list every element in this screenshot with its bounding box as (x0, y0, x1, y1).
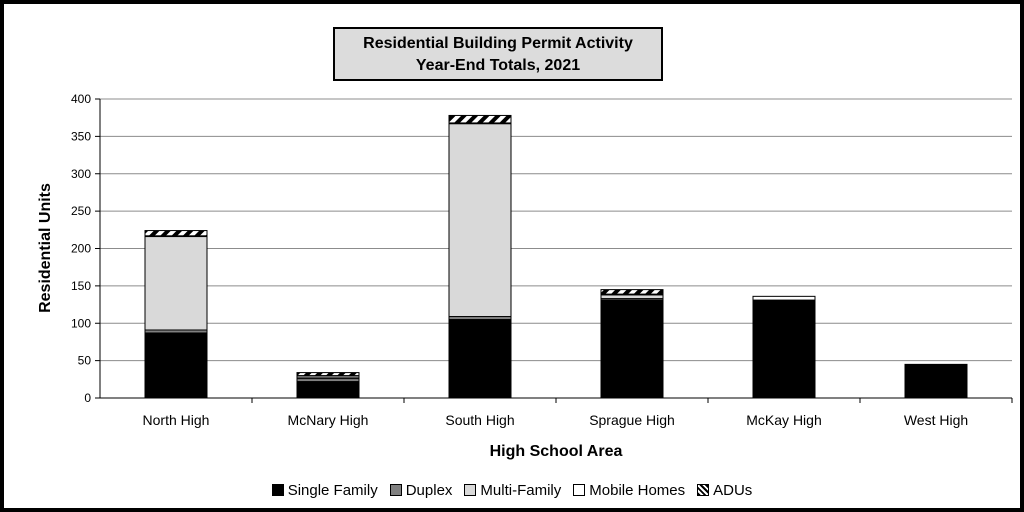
bars (144, 114, 968, 399)
x-category-label: North High (143, 412, 210, 428)
legend-label: Mobile Homes (589, 482, 686, 499)
legend-swatch (573, 484, 586, 496)
legend-item: Mobile Homes (573, 482, 685, 499)
bar-segment-single-family (752, 299, 816, 399)
bar-segment-mobile-homes (752, 295, 816, 301)
legend: Single Family Duplex Multi-Family Mobile Ho… (0, 482, 1024, 499)
x-axis-title: High School Area (490, 443, 623, 460)
gridlines (100, 98, 1012, 399)
chart-subtitle: Year-End Totals, 2021 (415, 57, 581, 74)
legend-label: Duplex (405, 482, 453, 499)
y-tick-label: 300 (71, 167, 91, 181)
x-category-label: McNary High (288, 412, 369, 428)
y-tick-label: 100 (71, 316, 91, 330)
y-tick-label: 150 (71, 279, 91, 293)
legend-swatch (271, 484, 284, 496)
bar-segment-single-family (144, 332, 208, 399)
x-category-label: McKay High (746, 412, 821, 428)
y-tick-label: 350 (71, 129, 91, 143)
legend-label: ADUs (713, 482, 753, 499)
bar-segment-single-family (600, 299, 664, 399)
legend-item: Multi-Family (464, 482, 561, 499)
legend-swatch (464, 484, 477, 496)
bar-segment-adus (296, 372, 360, 377)
legend-label: Multi-Family (480, 482, 562, 499)
legend-item: Duplex (389, 482, 453, 499)
bar-segment-single-family (448, 319, 512, 399)
chart-title: Residential Building Permit Activity (363, 35, 633, 52)
x-category-label: West High (904, 412, 968, 428)
legend-swatch (697, 484, 710, 496)
legend-swatch (389, 484, 402, 496)
y-tick-label: 200 (71, 242, 91, 256)
bar-segment-multi-family (600, 294, 664, 300)
bar-segment-multi-family (448, 123, 512, 318)
y-tick-label: 250 (71, 204, 91, 218)
x-category-label: Sprague High (589, 412, 675, 428)
chart-title-box: Residential Building Permit Activity Yea… (333, 27, 663, 81)
bar-segment-adus (448, 114, 512, 124)
y-tick-label: 0 (84, 391, 91, 405)
bar-segment-adus (144, 230, 208, 237)
legend-item: Single Family (271, 482, 378, 499)
bar-segment-mobile-homes (904, 363, 968, 366)
legend-label: Single Family (287, 482, 378, 499)
axes: 0 50 100 150 200 250 300 350 400 North High McNary… (71, 92, 1013, 428)
bar-segment-adus (600, 289, 664, 295)
bar-segment-multi-family (144, 236, 208, 331)
y-tick-label: 400 (71, 92, 91, 106)
bar-segment-single-family (904, 364, 968, 399)
x-category-label: South High (445, 412, 514, 428)
y-tick-label: 50 (78, 354, 92, 368)
y-axis-title: Residential Units (37, 183, 54, 313)
legend-item: ADUs (697, 482, 752, 499)
bar-segment-single-family (296, 381, 360, 399)
